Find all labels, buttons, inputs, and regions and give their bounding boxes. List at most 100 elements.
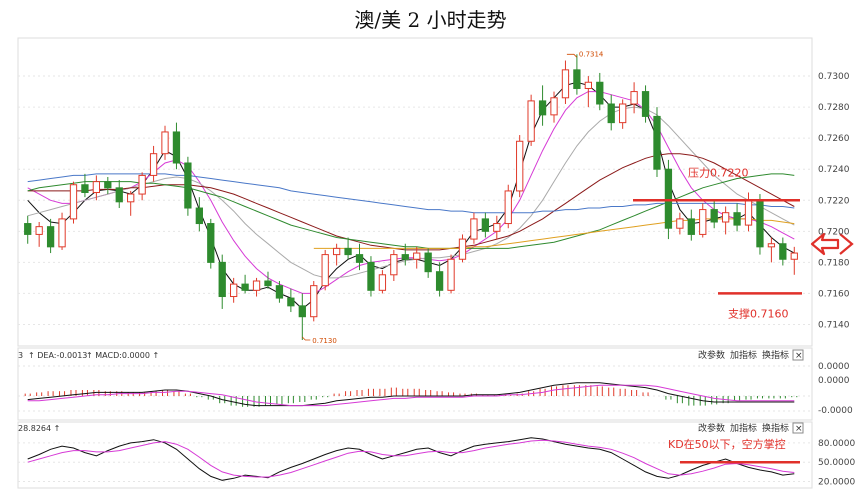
- candle-body: [230, 283, 238, 298]
- kd-k-line: [27, 437, 795, 481]
- candle-body: [596, 81, 604, 105]
- candle-body: [310, 285, 318, 318]
- macd-close-button[interactable]: [792, 349, 804, 361]
- candle-body: [676, 218, 684, 229]
- candle-body: [92, 181, 101, 193]
- kd-d-line: [27, 439, 795, 478]
- macd-dif-line: [27, 382, 795, 407]
- candle-body: [149, 153, 158, 176]
- macd-left-label: 3: [18, 351, 23, 360]
- macd-tick-label: 0.0000: [818, 376, 850, 386]
- macd-swap-indicator-button[interactable]: 换指标: [762, 349, 789, 361]
- candle-body: [287, 297, 295, 307]
- candle-body: [550, 97, 558, 116]
- candle-body: [470, 218, 478, 240]
- support-label: 支撑0.7160: [728, 306, 789, 320]
- candle-body: [115, 187, 123, 203]
- kd-panel: [17, 421, 813, 489]
- candle-body: [161, 131, 169, 155]
- kd-add-indicator-button[interactable]: 加指标: [730, 422, 757, 434]
- y-tick-label: 0.7240: [818, 165, 850, 175]
- candle-body: [756, 199, 764, 248]
- candle-body: [298, 305, 306, 318]
- double-arrow-icon: [810, 232, 840, 256]
- candle-body: [710, 209, 718, 223]
- candle-body: [790, 252, 798, 260]
- candle-body: [687, 218, 695, 235]
- candle-body: [367, 261, 375, 291]
- candle-body: [630, 91, 638, 105]
- candle-body: [607, 103, 615, 124]
- candle-body: [435, 271, 444, 291]
- candle-body: [527, 100, 535, 142]
- chart-title: 澳/美 2 小时走势: [354, 8, 507, 32]
- candle-body: [561, 69, 570, 99]
- candle-body: [664, 168, 673, 229]
- candle-body: [584, 81, 592, 89]
- candle-body: [195, 207, 203, 225]
- kd-close-button[interactable]: [792, 422, 804, 434]
- candle-body: [138, 174, 146, 195]
- y-tick-label: 0.7300: [818, 72, 850, 82]
- macd-dea-line: [27, 384, 795, 407]
- kd-tick-label: 20.0000: [818, 478, 855, 488]
- macd-tick-label: 0.0000: [818, 362, 850, 372]
- y-tick-label: 0.7200: [818, 227, 850, 237]
- candle-body: [653, 115, 661, 170]
- candle-body: [69, 184, 78, 220]
- candle-body: [218, 261, 226, 298]
- candle-body: [493, 223, 501, 232]
- macd-panel: [17, 347, 813, 421]
- candle-body: [344, 247, 352, 256]
- candle-body: [81, 184, 89, 194]
- kd-value-label: 28.8264 ↑: [18, 424, 60, 433]
- ma-line-ma60: [27, 153, 795, 251]
- candle-body: [779, 243, 787, 260]
- candle-body: [264, 280, 272, 287]
- candle-body: [275, 285, 284, 299]
- candle-body: [401, 254, 409, 260]
- macd-close-icon: ×: [795, 351, 803, 361]
- kd-swap-indicator-button[interactable]: 换指标: [762, 422, 789, 434]
- candle-body: [516, 140, 524, 192]
- y-tick-label: 0.7160: [818, 289, 850, 299]
- candle-body: [24, 223, 32, 235]
- candle-body: [172, 131, 181, 164]
- resistance-label: 压力0.7220: [688, 166, 749, 179]
- candle-body: [721, 212, 730, 223]
- y-tick-label: 0.7280: [818, 103, 850, 113]
- candle-body: [355, 254, 364, 263]
- candle-body: [481, 218, 490, 232]
- macd-tick-label: -0.0000: [818, 406, 853, 416]
- low-marker: [302, 336, 311, 341]
- candle-body: [447, 258, 455, 291]
- y-tick-label: 0.7220: [818, 196, 850, 206]
- main-panel: [17, 37, 813, 347]
- candle-body: [424, 252, 432, 273]
- candle-body: [390, 254, 398, 276]
- candle-body: [321, 254, 329, 287]
- candle-body: [619, 103, 627, 124]
- kd-params-button[interactable]: 改参数: [698, 422, 725, 434]
- candle-body: [46, 226, 55, 248]
- kd-close-icon: ×: [795, 424, 803, 434]
- candle-body: [413, 252, 421, 260]
- candle-body: [252, 280, 261, 291]
- candle-body: [127, 193, 135, 203]
- y-tick-label: 0.7180: [818, 258, 850, 268]
- y-tick-label: 0.7260: [818, 134, 850, 144]
- macd-params-button[interactable]: 改参数: [698, 349, 725, 361]
- candle-body: [641, 91, 650, 117]
- candle-body: [332, 247, 341, 256]
- candle-body: [538, 100, 547, 116]
- low-label: 0.7130: [312, 337, 337, 345]
- candle-body: [733, 212, 741, 226]
- kd-tick-label: 50.0000: [818, 458, 855, 468]
- candle-body: [573, 69, 581, 89]
- macd-dea-label: ↑ DEA:-0.0013: [28, 351, 87, 360]
- macd-add-indicator-button[interactable]: 加指标: [730, 349, 757, 361]
- candle-body: [767, 243, 776, 248]
- candle-body: [699, 209, 707, 235]
- candle-body: [241, 283, 249, 291]
